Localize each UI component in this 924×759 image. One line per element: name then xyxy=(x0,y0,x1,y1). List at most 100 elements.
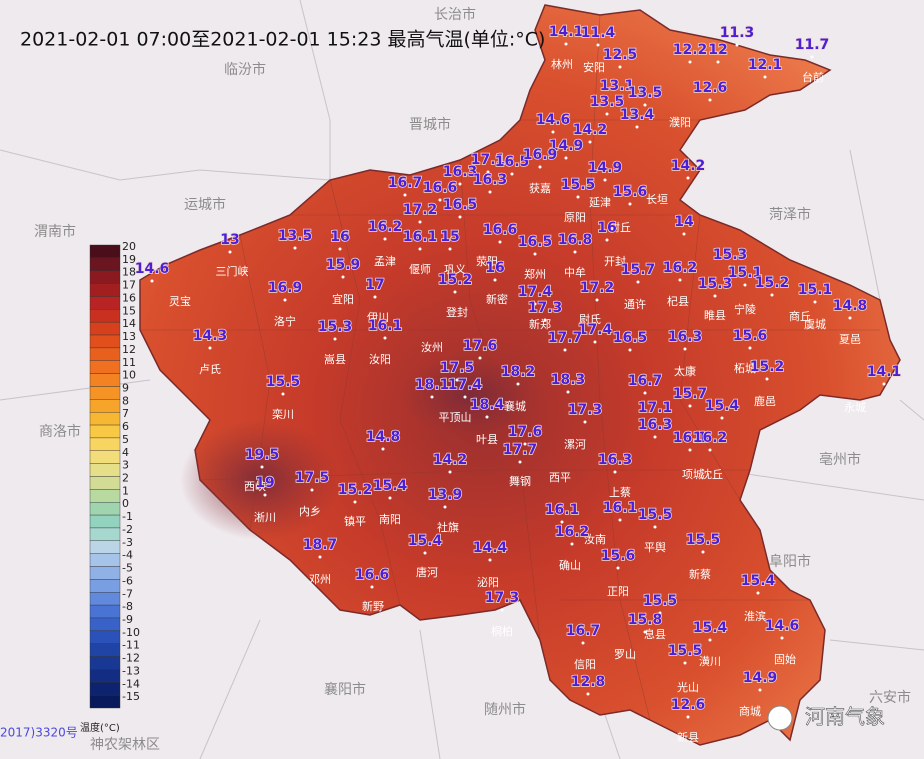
station-dot xyxy=(551,130,555,134)
legend-swatch xyxy=(89,643,121,657)
station-dot xyxy=(523,442,527,446)
temperature-value: 15.2 xyxy=(438,272,473,288)
station-dot xyxy=(643,630,647,634)
place-name: 宁陵 xyxy=(734,302,756,316)
temperature-value: 15.4 xyxy=(408,533,443,549)
legend-swatch xyxy=(89,553,121,567)
legend-swatch xyxy=(89,309,121,323)
station-dot xyxy=(636,280,640,284)
place-name: 延津 xyxy=(589,196,611,209)
station-dot xyxy=(353,500,357,504)
station-dot xyxy=(488,190,492,194)
temperature-value: 16.5 xyxy=(443,197,478,213)
temperature-value: 14.4 xyxy=(473,540,508,556)
temperature-value: 16.7 xyxy=(566,623,601,639)
legend-tick-label: 10 xyxy=(122,369,136,382)
temperature-value: 17.3 xyxy=(485,590,520,606)
neighbor-city: 渭南市 xyxy=(34,223,76,240)
station-dot xyxy=(595,298,599,302)
station-dot xyxy=(263,493,267,497)
temperature-value: 16.6 xyxy=(355,567,390,583)
place-name: 获嘉 xyxy=(529,181,551,195)
station-dot xyxy=(443,505,447,509)
legend-tick-label: 11 xyxy=(122,356,136,369)
neighbor-city: 菏泽市 xyxy=(769,206,811,223)
station-dot xyxy=(615,96,619,100)
legend-swatch xyxy=(89,296,121,310)
temperature-value: 14.1 xyxy=(549,24,584,40)
place-name: 封丘 xyxy=(609,220,631,234)
station-dot xyxy=(281,392,285,396)
temperature-value: 16.3 xyxy=(638,417,673,433)
temperature-value: 16.5 xyxy=(495,154,530,170)
temperature-value: 11.7 xyxy=(795,37,830,53)
station-dot xyxy=(338,247,342,251)
place-name: 开封 xyxy=(604,254,626,268)
station-dot xyxy=(488,558,492,562)
temperature-value: 12.8 xyxy=(571,674,606,690)
temperature-value: 11.3 xyxy=(720,25,755,41)
temperature-value: 17.3 xyxy=(528,300,563,316)
temperature-value: 16.2 xyxy=(663,260,698,276)
place-name: 太康 xyxy=(674,364,696,378)
legend-swatch xyxy=(89,399,121,413)
station-dot xyxy=(478,356,482,360)
station-dot xyxy=(463,395,467,399)
temperature-value: 17.6 xyxy=(463,338,498,354)
station-dot xyxy=(683,347,687,351)
legend-swatch xyxy=(89,592,121,606)
legend-tick-label: -12 xyxy=(122,652,140,665)
station-dot xyxy=(510,172,514,176)
station-dot xyxy=(260,465,264,469)
legend-tick-label: -5 xyxy=(122,562,133,575)
temperature-value: 16.6 xyxy=(423,180,458,196)
temperature-value: 15.5 xyxy=(561,177,596,193)
place-name: 淅川 xyxy=(254,510,276,524)
station-dot xyxy=(616,566,620,570)
station-dot xyxy=(643,391,647,395)
temperature-value: 19.5 xyxy=(245,447,280,463)
station-dot xyxy=(708,448,712,452)
place-name: 宜阳 xyxy=(332,292,354,306)
legend-tick-label: -13 xyxy=(122,664,140,677)
temperature-value: 17.4 xyxy=(578,322,613,338)
station-dot xyxy=(618,518,622,522)
station-dot xyxy=(813,300,817,304)
place-name: 孟津 xyxy=(374,255,396,268)
station-dot xyxy=(810,55,814,59)
station-dot xyxy=(586,692,590,696)
station-dot xyxy=(743,283,747,287)
temperature-value: 15.1 xyxy=(798,282,833,298)
place-name: 西峡 xyxy=(244,479,266,493)
station-dot xyxy=(458,215,462,219)
warm-area xyxy=(180,420,340,540)
legend-tick-label: 14 xyxy=(122,317,136,330)
legend-swatch xyxy=(89,257,121,271)
place-name: 桐柏 xyxy=(491,624,513,638)
temperature-value: 18.3 xyxy=(551,372,586,388)
legend-tick-label: 13 xyxy=(122,330,136,343)
place-name: 舞钢 xyxy=(509,475,531,488)
place-name: 正阳 xyxy=(607,585,629,598)
temperature-value: 16.1 xyxy=(545,502,580,518)
station-dot xyxy=(533,302,537,306)
temperature-value: 15.6 xyxy=(733,328,768,344)
place-name: 罗山 xyxy=(614,648,636,661)
station-dot xyxy=(448,470,452,474)
place-name: 上蔡 xyxy=(609,486,631,499)
station-dot xyxy=(756,591,760,595)
temperature-value: 14.3 xyxy=(193,328,228,344)
station-dot xyxy=(564,42,568,46)
station-dot xyxy=(381,447,385,451)
temperature-value: 15.8 xyxy=(628,612,663,628)
station-dot xyxy=(735,43,739,47)
station-dot xyxy=(516,382,520,386)
legend-tick-label: 1 xyxy=(122,484,129,497)
place-name: 荥阳 xyxy=(476,254,498,268)
place-name: 新郑 xyxy=(529,317,551,331)
place-name: 南阳 xyxy=(379,513,401,526)
place-name: 潢川 xyxy=(699,655,721,668)
station-dot xyxy=(701,550,705,554)
station-dot xyxy=(418,247,422,251)
